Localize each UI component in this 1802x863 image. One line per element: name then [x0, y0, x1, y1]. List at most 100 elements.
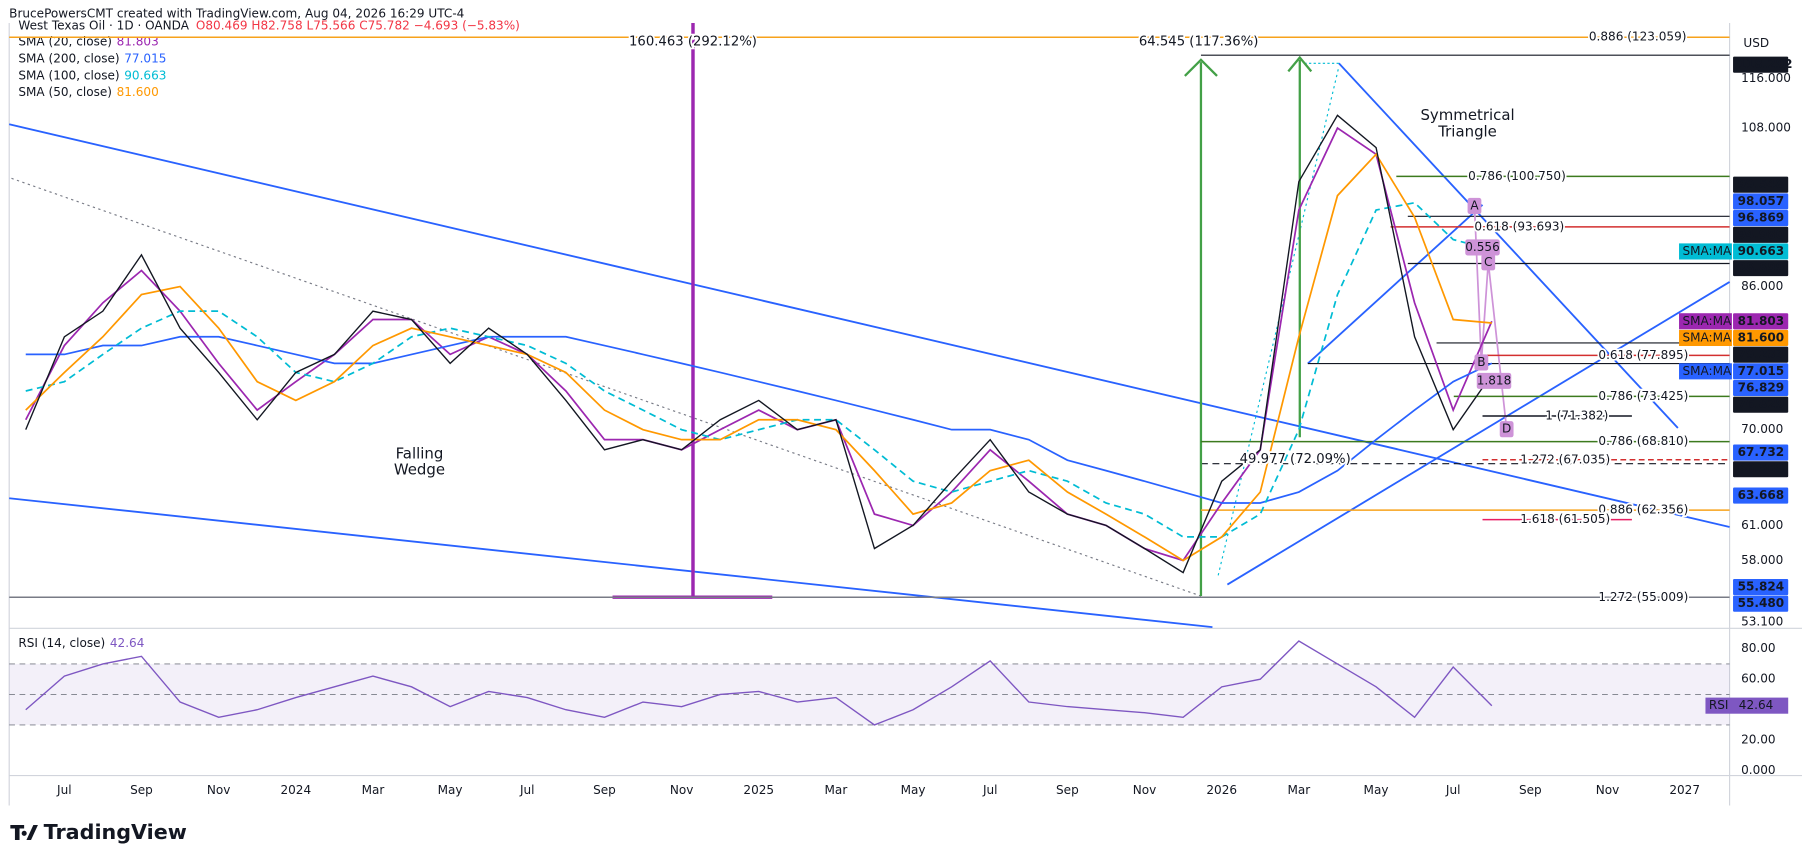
legend-name: SMA (20, close) — [18, 34, 112, 48]
price-label-box — [1733, 210, 1789, 227]
x-tick-label: Mar — [825, 783, 848, 797]
footer-logo: TradingView — [10, 820, 187, 844]
legend-value: 81.600 — [117, 85, 159, 99]
price-label-box — [1733, 329, 1789, 347]
measure-label: 49.977 (72.09%) — [1240, 452, 1351, 467]
price-label: 81.803 — [1738, 314, 1785, 328]
x-tick-label: Jul — [56, 783, 72, 797]
tag-box — [1679, 243, 1732, 260]
x-tick-label: Nov — [1596, 783, 1620, 797]
price-label-box — [1733, 176, 1789, 193]
sma-line — [25, 152, 1492, 562]
price-label-box — [1733, 56, 1789, 73]
triangle-lower — [1226, 281, 1731, 586]
x-tick-label: Nov — [207, 783, 231, 797]
price-label-box — [1733, 226, 1789, 243]
legend-value: 81.803 — [117, 34, 159, 48]
price-label-box — [1733, 346, 1789, 363]
x-tick-label: 2026 — [1206, 783, 1237, 797]
fib-label: 0.618 (93.693) — [1474, 219, 1564, 233]
tag-box — [1679, 329, 1732, 347]
price-label: 81.600 — [1738, 330, 1785, 344]
legend-value: 77.015 — [124, 51, 166, 65]
legend-entry: SMA (100, close) 90.663 — [18, 68, 166, 82]
pattern-label: Falling — [396, 445, 444, 463]
legend-value: 90.663 — [124, 68, 166, 82]
price-label-box — [1733, 260, 1789, 277]
rsi-tick-label: 20.00 — [1741, 733, 1776, 747]
legend-entry: SMA (50, close) 81.600 — [18, 85, 158, 99]
pattern-point-box — [1499, 421, 1514, 438]
tag-box — [1679, 313, 1732, 330]
rsi-line — [25, 640, 1493, 726]
legend-name: SMA (50, close) — [18, 85, 112, 99]
pattern-label: Triangle — [1437, 122, 1497, 140]
fib-label: 1.272 (55.009) — [1598, 590, 1688, 604]
header: BrucePowersCMT created with TradingView.… — [9, 6, 464, 20]
rsi-tag-value: 42.64 — [1739, 698, 1774, 712]
legend-entry: SMA (20, close) 81.803 — [18, 34, 158, 48]
fib-label: 0.786 (100.750) — [1468, 169, 1566, 183]
price-label: 98.057 — [1738, 194, 1785, 208]
price-label-box — [1733, 313, 1789, 330]
symbol: West Texas Oil · 1D · OANDA — [18, 18, 189, 32]
price-label: 88.899 — [1738, 261, 1785, 275]
price-label-box — [1733, 579, 1789, 596]
x-tick-label: Sep — [593, 783, 616, 797]
x-tick-label: Mar — [1288, 783, 1311, 797]
pane-frame — [8, 23, 1802, 806]
rsi-tick-label: 60.00 — [1741, 672, 1776, 686]
price-label: 96.869 — [1738, 211, 1785, 225]
fib-label: 0.618 (77.895) — [1598, 348, 1688, 362]
pattern-point: B — [1477, 355, 1485, 369]
y-tick-label: 86.000 — [1741, 279, 1783, 293]
wedge-upper — [8, 123, 1730, 528]
rsi-tick-label: 0.000 — [1741, 763, 1776, 777]
price-label: 76.829 — [1738, 381, 1785, 395]
sma-line — [25, 201, 1493, 538]
x-tick-label: Sep — [130, 783, 153, 797]
pattern-point: 1.818 — [1477, 373, 1512, 387]
pattern-path — [1473, 205, 1508, 430]
triangle-inner — [1307, 204, 1484, 365]
rsi-tag: RSI — [1709, 698, 1729, 712]
fib-label: 0.786 (68.810) — [1598, 434, 1688, 448]
tag-label: SMA:MA — [1682, 364, 1732, 378]
y-tick-label: 116.000 — [1741, 71, 1791, 85]
x-tick-label: May — [438, 783, 463, 797]
tag-label: SMA:MA — [1682, 330, 1732, 344]
y-tick-label: 58.000 — [1741, 553, 1783, 567]
price-label: 76.829 — [1738, 397, 1785, 411]
footer-brand: TradingView — [44, 820, 187, 844]
x-tick-label: Sep — [1056, 783, 1079, 797]
pattern-label: Symmetrical — [1420, 106, 1514, 124]
x-tick-label: Nov — [1133, 783, 1157, 797]
fib-label: 1.618 (61.505) — [1520, 512, 1610, 526]
price-label-box — [1733, 461, 1789, 478]
price-label-box — [1733, 379, 1789, 397]
price-label: 94.980 — [1738, 227, 1785, 241]
pattern-point: 0.556 — [1465, 240, 1500, 254]
arrow-head — [1184, 58, 1218, 77]
price-label: 66.568 — [1738, 462, 1785, 476]
y-tick-label: 61.000 — [1741, 518, 1783, 532]
fib-label: 0.886 (123.059) — [1589, 30, 1687, 44]
logo-mark — [10, 825, 38, 840]
rsi-value: 42.64 — [110, 636, 145, 650]
pattern-point-box — [1476, 372, 1512, 389]
fib-label: 1.272 (67.035) — [1520, 452, 1610, 466]
price-label: 99.548 — [1738, 177, 1785, 191]
price-label-box — [1733, 243, 1789, 260]
price-label: 77.015 — [1738, 364, 1785, 378]
x-tick-label: Jul — [519, 783, 535, 797]
tag-box — [1679, 363, 1732, 380]
ohlc: O80.469 H82.758 L75.566 C75.782 −4.693 (… — [196, 18, 520, 32]
price-label: 79.233 — [1738, 347, 1785, 361]
x-tick-label: 2025 — [743, 783, 774, 797]
pattern-point-box — [1467, 197, 1482, 215]
price-label-box — [1733, 396, 1789, 413]
x-tick-label: May — [1364, 783, 1389, 797]
pattern-label: Wedge — [394, 461, 445, 479]
rsi-tick-label: 80.00 — [1741, 641, 1776, 655]
